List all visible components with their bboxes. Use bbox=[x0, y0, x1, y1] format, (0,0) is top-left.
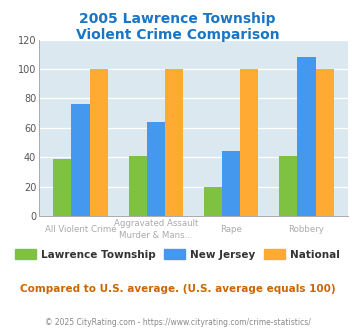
Text: Rape: Rape bbox=[220, 225, 242, 234]
Text: © 2025 CityRating.com - https://www.cityrating.com/crime-statistics/: © 2025 CityRating.com - https://www.city… bbox=[45, 318, 310, 327]
Bar bbox=[89, 69, 108, 216]
Bar bbox=[316, 69, 334, 216]
Text: Murder & Mans...: Murder & Mans... bbox=[119, 231, 192, 240]
Bar bbox=[71, 104, 89, 216]
Bar bbox=[147, 122, 165, 216]
Bar bbox=[165, 69, 183, 216]
Bar bbox=[279, 156, 297, 216]
Text: Aggravated Assault: Aggravated Assault bbox=[114, 219, 198, 228]
Text: Compared to U.S. average. (U.S. average equals 100): Compared to U.S. average. (U.S. average … bbox=[20, 284, 335, 294]
Bar bbox=[297, 57, 316, 216]
Bar bbox=[222, 151, 240, 216]
Legend: Lawrence Township, New Jersey, National: Lawrence Township, New Jersey, National bbox=[11, 245, 344, 264]
Text: 2005 Lawrence Township: 2005 Lawrence Township bbox=[79, 12, 276, 25]
Bar bbox=[129, 156, 147, 216]
Bar bbox=[204, 187, 222, 216]
Text: All Violent Crime: All Violent Crime bbox=[45, 225, 116, 234]
Text: Violent Crime Comparison: Violent Crime Comparison bbox=[76, 28, 279, 42]
Text: Robbery: Robbery bbox=[289, 225, 324, 234]
Bar bbox=[240, 69, 258, 216]
Bar bbox=[53, 159, 71, 216]
